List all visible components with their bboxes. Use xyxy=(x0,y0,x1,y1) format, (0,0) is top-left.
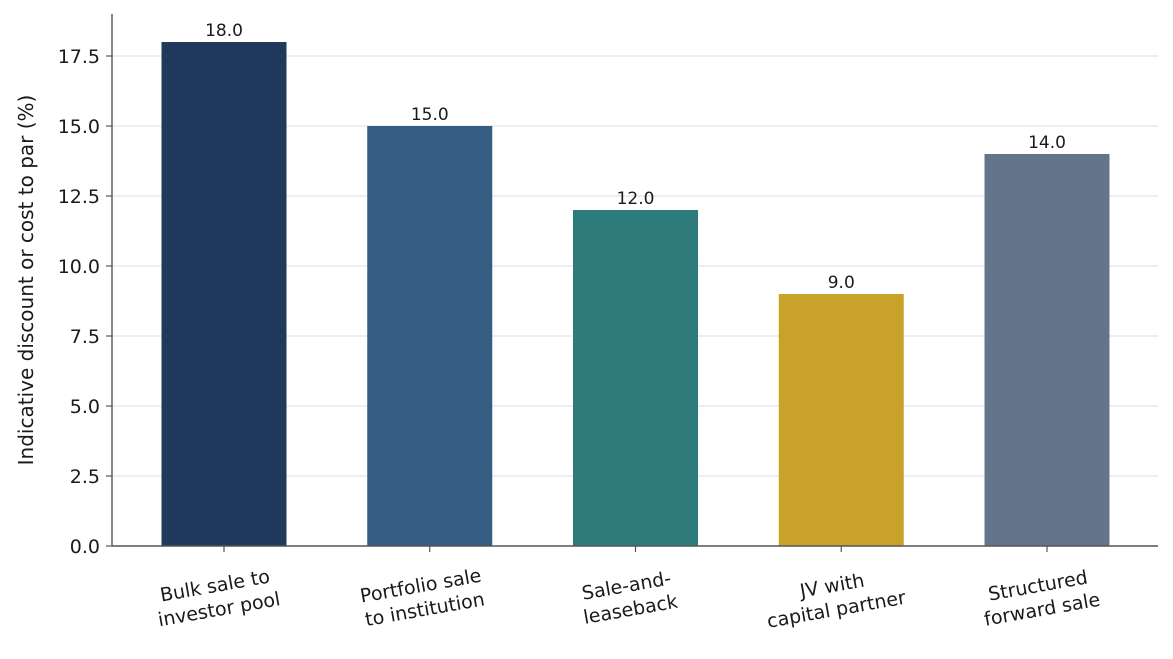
bar xyxy=(778,294,904,546)
y-tick-label: 10.0 xyxy=(58,256,100,278)
x-axis-ticks: Bulk sale toinvestor pool Portfolio salet… xyxy=(152,546,1102,633)
x-category-label: Portfolio saleto institution xyxy=(358,565,487,632)
bar-value-label: 12.0 xyxy=(617,189,655,209)
y-tick-label: 15.0 xyxy=(58,116,100,138)
y-axis-ticks: 0.0 2.5 5.0 7.5 10.0 12.5 15.0 17.5 xyxy=(58,46,112,558)
bar xyxy=(984,154,1110,546)
bar-value-label: 18.0 xyxy=(205,21,243,41)
y-tick-label: 0.0 xyxy=(70,536,100,558)
bar-value-label: 15.0 xyxy=(411,105,449,125)
bar-value-label: 14.0 xyxy=(1028,133,1066,153)
bar xyxy=(573,210,698,546)
y-axis-title: Indicative discount or cost to par (%) xyxy=(14,95,38,466)
bar-value-label: 9.0 xyxy=(828,273,855,293)
y-tick-label: 2.5 xyxy=(70,466,100,488)
y-tick-label: 7.5 xyxy=(70,326,100,348)
bar xyxy=(161,42,287,546)
x-category-label: Structuredforward sale xyxy=(978,565,1102,631)
x-category-label: JV withcapital partner xyxy=(761,563,907,633)
y-tick-label: 12.5 xyxy=(58,186,100,208)
y-tick-label: 5.0 xyxy=(70,396,100,418)
x-category-label: Sale-and-leaseback xyxy=(578,567,680,629)
value-labels: 18.0 15.0 12.0 9.0 14.0 xyxy=(205,21,1066,293)
bar xyxy=(367,126,493,546)
bars xyxy=(161,42,1110,546)
x-category-label: Bulk sale toinvestor pool xyxy=(152,565,282,632)
y-tick-label: 17.5 xyxy=(58,46,100,68)
